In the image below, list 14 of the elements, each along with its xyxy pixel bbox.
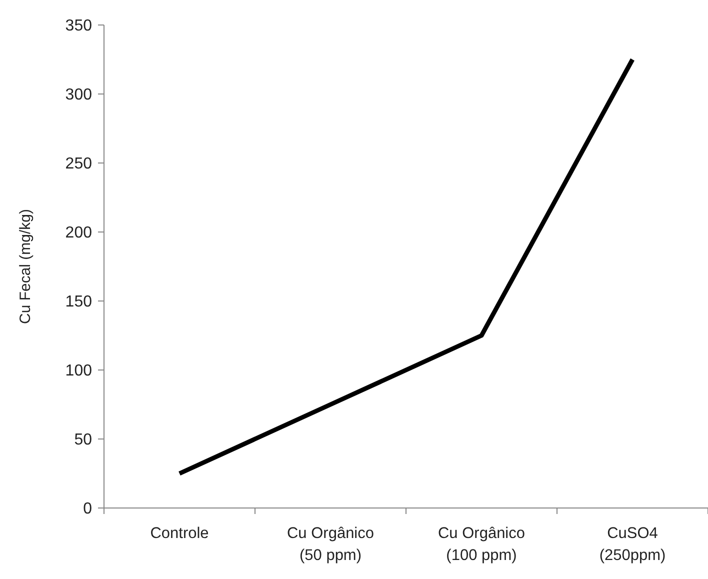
y-tick-label: 250 — [65, 156, 92, 173]
x-tick-label: Cu Orgânico (50 ppm) — [286, 525, 374, 564]
y-tick-label: 200 — [65, 224, 92, 242]
y-tick-label: 100 — [65, 362, 92, 380]
x-tick-label: CuSO4 (250ppm) — [599, 525, 666, 564]
y-tick-label: 350 — [65, 18, 92, 35]
y-tick-label: 150 — [65, 294, 92, 311]
y-tick-label: 300 — [65, 86, 92, 104]
line-series — [177, 57, 635, 476]
y-tick-label: 50 — [74, 432, 92, 449]
x-tick-label: Controle — [150, 525, 209, 542]
x-tick-label: Cu Orgânico (100 ppm) — [438, 525, 526, 564]
y-axis-title: Cu Fecal (mg/kg) — [17, 208, 34, 324]
y-tick-label: 0 — [83, 500, 92, 518]
